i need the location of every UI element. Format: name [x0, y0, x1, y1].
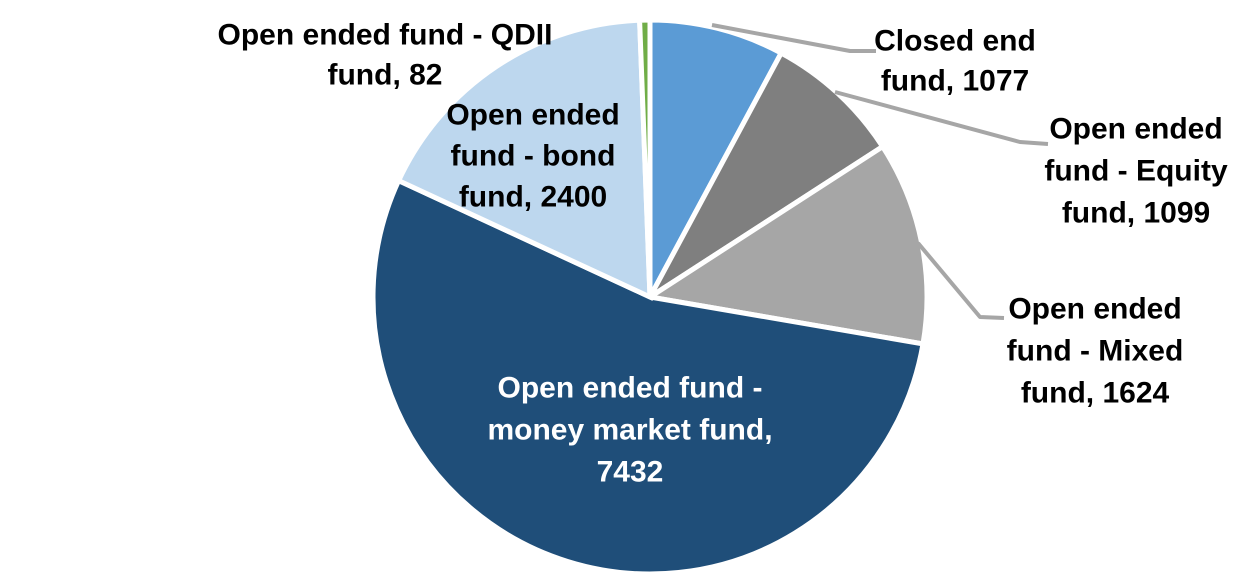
leader-line-equity-fund [834, 90, 1049, 146]
pie-slice-money-market-fund [370, 177, 926, 577]
data-label-line: fund, 1624 [1021, 377, 1170, 410]
data-label-line: fund, 82 [327, 59, 442, 92]
data-label-line: Open ended fund - [498, 372, 763, 405]
data-label-money-market-fund: Open ended fund - money market fund, 7432 [487, 372, 772, 489]
pie-slice-bond-fund [395, 17, 653, 301]
leader-line-closed-end-fund [711, 23, 876, 53]
data-label-line: fund, 2400 [459, 181, 607, 214]
data-label-line: money market fund, [487, 414, 772, 447]
data-label-mixed-fund: Open ended fund - Mixed fund, 1624 [1007, 293, 1184, 410]
data-label-bond-fund: Open ended fund - bond fund, 2400 [446, 99, 619, 214]
data-label-line: 7432 [597, 456, 664, 489]
data-label-line: Open ended [1049, 113, 1222, 146]
leader-line-mixed-fund [916, 241, 1005, 320]
data-label-line: Open ended fund - QDII [218, 19, 553, 52]
data-label-line: Closed end [874, 25, 1036, 58]
data-label-line: fund, 1077 [881, 65, 1029, 98]
data-label-line: fund - Equity [1044, 155, 1228, 188]
data-label-line: Open ended [446, 99, 619, 132]
data-label-qdii-fund: Open ended fund - QDII fund, 82 [218, 19, 553, 92]
data-label-closed-end-fund: Closed end fund, 1077 [874, 25, 1036, 98]
data-label-line: fund - bond [451, 140, 616, 173]
pie-slice-mixed-fund [643, 143, 930, 347]
pie-slice-qdii-fund [637, 17, 653, 298]
data-label-equity-fund: Open ended fund - Equity fund, 1099 [1044, 113, 1228, 230]
pie-slice-closed-end-fund [647, 17, 785, 299]
data-label-line: Open ended [1008, 293, 1181, 326]
data-label-line: fund - Mixed [1007, 335, 1184, 368]
data-label-line: fund, 1099 [1062, 197, 1210, 230]
